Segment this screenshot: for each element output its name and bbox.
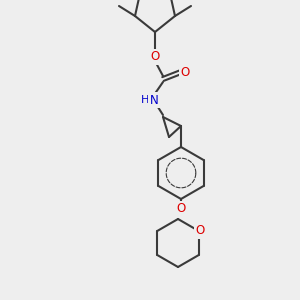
Text: H: H (141, 95, 149, 105)
Text: O: O (180, 65, 190, 79)
Text: N: N (150, 94, 158, 106)
Text: O: O (150, 50, 160, 64)
Text: O: O (195, 224, 204, 238)
Text: O: O (176, 202, 186, 215)
